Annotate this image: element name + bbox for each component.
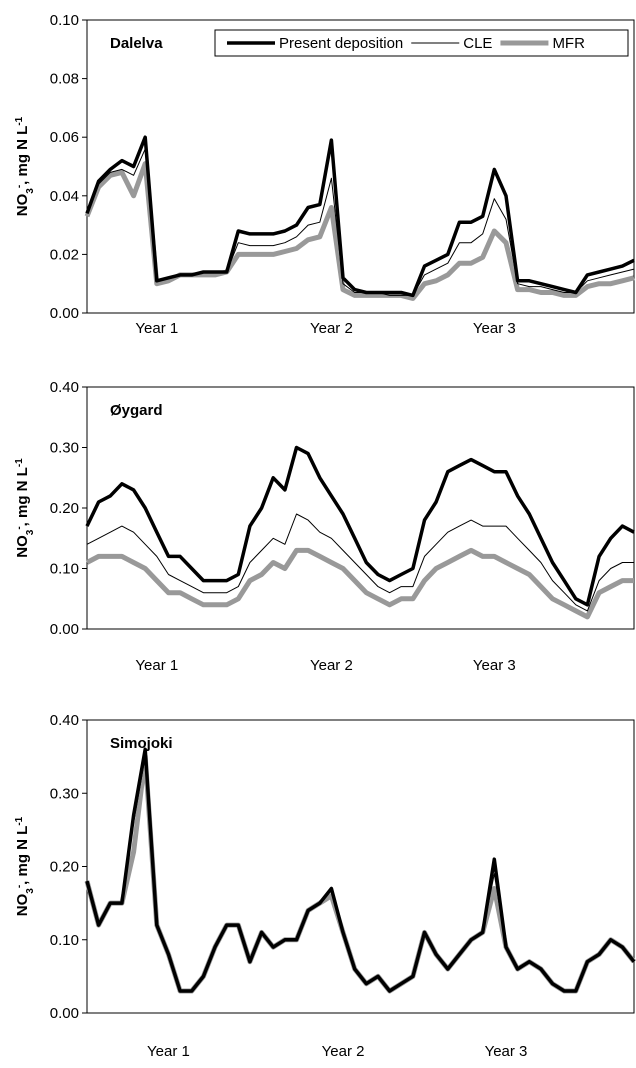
series-line (86, 513, 634, 612)
x-tick-label: Year 2 (310, 320, 353, 337)
y-tick-label: 0.30 (50, 440, 79, 457)
x-tick-label: Year 1 (135, 320, 178, 337)
y-tick-label: 0.30 (50, 785, 79, 802)
y-tick-label: 0.40 (50, 712, 79, 729)
x-tick-label: Year 1 (147, 1043, 190, 1060)
series-line (85, 135, 635, 298)
panel-title: Øygard (110, 402, 163, 419)
series-line (85, 445, 635, 607)
y-tick-label: 0.40 (50, 379, 79, 396)
y-axis-label: NO3-, mg N L-1 (14, 116, 36, 216)
y-tick-label: 0.10 (50, 12, 79, 29)
y-axis-label-part: , mg N L (14, 826, 31, 885)
panel-title: Dalelva (110, 35, 163, 52)
plot-frame (86, 19, 635, 314)
series-line (86, 756, 635, 992)
y-axis-label-part: - (14, 526, 25, 529)
y-tick-label: 0.08 (50, 71, 79, 88)
y-axis-label-part: - (14, 885, 25, 888)
y-tick-label: 0.02 (50, 246, 79, 263)
y-axis-label-part: NO (14, 535, 31, 558)
panel: 0.00 0.10 0.20 0.30 0.40 NO3-, mg N L-1 Year 1… (14, 379, 635, 674)
y-axis-label-part: , mg N L (14, 467, 31, 526)
y-axis-label-part: -1 (14, 116, 25, 125)
panel: 0.00 0.10 0.20 0.30 0.40 NO3-, mg N L-1 Year 1… (14, 712, 636, 1060)
panel: 0.00 0.02 0.04 0.06 0.08 0.10 NO3-, mg N L-1 Ye… (14, 12, 635, 337)
y-axis-label-part: 3 (25, 888, 36, 894)
y-tick-label: 0.00 (50, 305, 79, 322)
y-tick-label: 0.00 (50, 621, 79, 638)
y-axis-label-part: -1 (14, 458, 25, 467)
y-axis-label-part: NO (14, 893, 31, 916)
x-tick-label: Year 3 (473, 320, 516, 337)
series-line (85, 547, 634, 620)
y-axis-label: NO3-, mg N L-1 (14, 458, 36, 558)
y-axis-label-part: 3 (25, 188, 36, 194)
y-axis-label-part: NO (14, 193, 31, 216)
x-tick-label: Year 2 (310, 657, 353, 674)
y-axis-label-part: -1 (14, 816, 25, 825)
y-tick-label: 0.10 (50, 932, 79, 949)
y-tick-label: 0.04 (50, 188, 79, 205)
legend-label: CLE (463, 35, 492, 52)
y-tick-label: 0.06 (50, 129, 79, 146)
y-axis-label: NO3-, mg N L-1 (14, 816, 36, 916)
y-tick-label: 0.20 (50, 859, 79, 876)
x-tick-label: Year 3 (473, 657, 516, 674)
y-tick-label: 0.20 (50, 500, 79, 517)
y-axis-label-part: - (14, 185, 25, 188)
legend-label: Present deposition (279, 35, 403, 52)
x-tick-label: Year 2 (322, 1043, 365, 1060)
x-tick-label: Year 3 (485, 1043, 528, 1060)
y-tick-label: 0.00 (50, 1005, 79, 1022)
plot-frame (86, 719, 635, 1014)
y-axis-label-part: 3 (25, 529, 36, 535)
panel-title: Simojoki (110, 735, 173, 752)
y-axis-label-part: , mg N L (14, 126, 31, 185)
series-line (86, 148, 635, 296)
y-tick-label: 0.10 (50, 561, 79, 578)
x-tick-label: Year 1 (135, 657, 178, 674)
legend-label: MFR (552, 35, 585, 52)
